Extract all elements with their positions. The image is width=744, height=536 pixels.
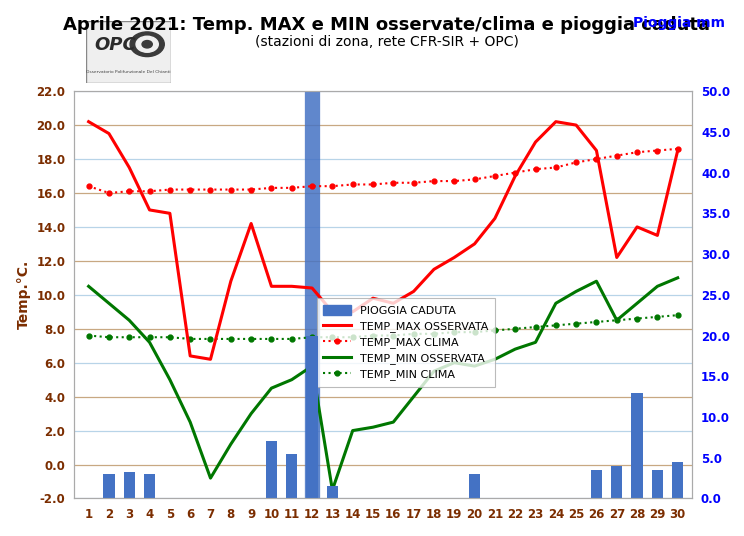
Y-axis label: Temp.°C.: Temp.°C. xyxy=(16,260,31,330)
Bar xyxy=(286,453,298,498)
Circle shape xyxy=(130,32,164,57)
Bar xyxy=(672,462,683,498)
FancyBboxPatch shape xyxy=(86,21,171,83)
Text: Osservatorio Polifunzionale Del Chianti: Osservatorio Polifunzionale Del Chianti xyxy=(86,70,170,74)
Bar xyxy=(591,470,602,498)
Circle shape xyxy=(142,41,153,48)
Text: Pioggia mm: Pioggia mm xyxy=(633,16,725,30)
Bar xyxy=(307,336,318,498)
Bar xyxy=(632,392,643,498)
Legend: PIOGGIA CADUTA, TEMP_MAX OSSERVATA, TEMP_MAX CLIMA, TEMP_MIN OSSERVATA, TEMP_MIN: PIOGGIA CADUTA, TEMP_MAX OSSERVATA, TEMP… xyxy=(316,299,495,387)
Bar xyxy=(103,474,115,498)
Bar xyxy=(611,466,622,498)
Text: (stazioni di zona, rete CFR-SIR + OPC): (stazioni di zona, rete CFR-SIR + OPC) xyxy=(255,35,519,49)
Bar xyxy=(124,472,135,498)
Bar xyxy=(327,486,338,498)
Bar xyxy=(469,474,480,498)
Bar xyxy=(266,442,277,498)
Circle shape xyxy=(136,36,158,53)
Text: OPC: OPC xyxy=(94,36,136,54)
Bar xyxy=(652,470,663,498)
Bar xyxy=(144,474,155,498)
Text: Aprile 2021: Temp. MAX e MIN osservate/clima e pioggia caduta: Aprile 2021: Temp. MAX e MIN osservate/c… xyxy=(63,16,711,34)
